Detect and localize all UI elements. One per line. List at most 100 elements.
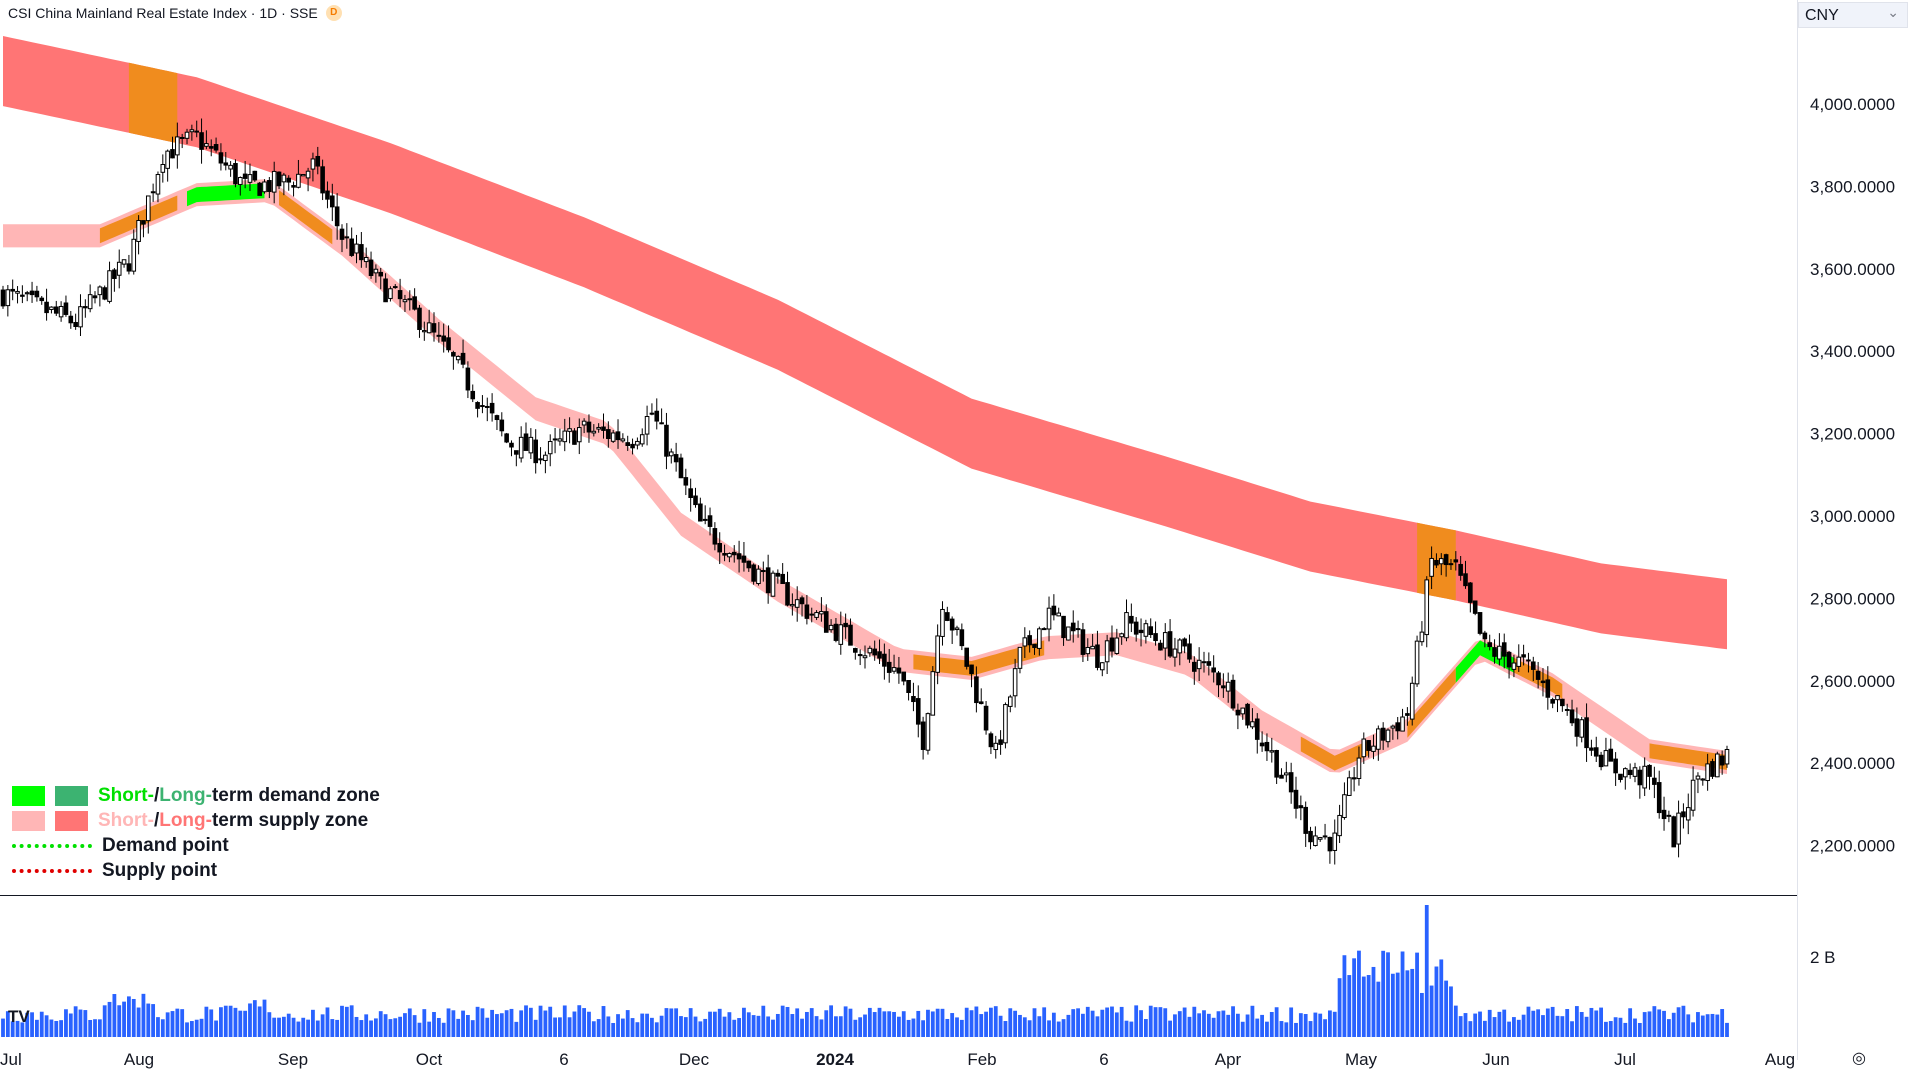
volume-bar [1279, 1021, 1284, 1037]
candle-body [1564, 708, 1570, 711]
volume-bar [916, 1010, 921, 1037]
volume-bar [514, 1021, 519, 1037]
candle-body [988, 733, 994, 748]
volume-bar [1114, 1012, 1119, 1037]
volume-bar [809, 1008, 814, 1037]
candle-body [1070, 622, 1076, 632]
candle-body [794, 599, 800, 608]
volume-bar [509, 1008, 514, 1037]
volume-bar [1134, 1005, 1139, 1037]
volume-bar [412, 1015, 417, 1037]
candle-body [688, 488, 693, 498]
volume-bar [243, 1010, 248, 1037]
volume-bar [1570, 1021, 1574, 1037]
volume-bar [160, 1019, 165, 1037]
volume-bar [97, 1019, 102, 1037]
volume-bar [1439, 959, 1444, 1037]
currency-selector[interactable]: CNY [1798, 0, 1908, 28]
candle-body [572, 430, 577, 445]
target-icon[interactable]: ◎ [1852, 1050, 1866, 1067]
volume-bar [1555, 1015, 1560, 1037]
volume-bar [451, 1010, 456, 1037]
volume-bar [446, 1008, 451, 1037]
candle-body [567, 428, 572, 432]
candle-body [1598, 754, 1604, 768]
x-tick-label: Jun [1482, 1050, 1509, 1069]
candle-body [649, 412, 655, 415]
volume-bar [1274, 1007, 1279, 1037]
volume-bar [44, 1015, 49, 1037]
candle-body [1250, 721, 1255, 728]
candle-body [1550, 699, 1555, 704]
volume-bar [1468, 1021, 1473, 1037]
volume-bar [1124, 1020, 1129, 1037]
candle-body [823, 611, 829, 633]
x-tick-label: Aug [124, 1050, 154, 1069]
volume-bar [117, 1005, 122, 1037]
candlestick-series [0, 118, 1730, 865]
volume-bar [1720, 1009, 1725, 1037]
candle-body [1041, 628, 1047, 631]
volume-bar [742, 1007, 746, 1037]
candle-body [911, 696, 916, 703]
volume-bar [1604, 1021, 1608, 1037]
candle-body [930, 671, 936, 716]
interval-badge[interactable]: D [325, 5, 342, 21]
volume-bar [1376, 981, 1381, 1037]
candle-body [659, 422, 664, 425]
volume-bar [756, 1015, 761, 1037]
candle-body [1666, 814, 1672, 817]
volume-bar [1691, 1022, 1696, 1037]
volume-bar [1357, 950, 1361, 1037]
volume-bar [393, 1018, 398, 1037]
volume-bar [693, 1016, 698, 1037]
volume-bar [1327, 1010, 1332, 1037]
candle-body [1129, 615, 1134, 624]
candle-body [1356, 757, 1362, 779]
volume-bar [330, 1019, 335, 1037]
candle-body [562, 430, 568, 443]
candle-body [441, 335, 446, 342]
volume-bar [548, 1006, 553, 1037]
volume-tick-label: 2 B [1810, 948, 1836, 967]
volume-bar [998, 1015, 1003, 1037]
volume-bar [373, 1018, 378, 1037]
candle-body [354, 243, 359, 254]
candle-body [257, 182, 262, 196]
candle-body [470, 390, 476, 400]
candle-body [886, 661, 892, 673]
candle-body [1099, 662, 1105, 671]
candle-body [833, 623, 839, 641]
volume-bar [1182, 1007, 1187, 1037]
volume-bar [1492, 1017, 1497, 1037]
candle-body [1453, 559, 1459, 563]
candle-body [175, 136, 180, 156]
volume-bar [88, 1019, 93, 1037]
candle-body [625, 442, 631, 447]
candle-body [1032, 643, 1037, 648]
y-tick-label: 3,800.0000 [1810, 177, 1895, 196]
volume-bar [650, 1017, 654, 1037]
candle-body [1623, 768, 1628, 778]
volume-bar [877, 1007, 882, 1037]
volume-bar [974, 1006, 979, 1037]
candle-body [1376, 728, 1381, 750]
candle-body [1051, 605, 1057, 616]
volume-bar [1715, 1014, 1720, 1037]
tradingview-logo[interactable]: TV [8, 1007, 30, 1026]
volume-bar [340, 1005, 344, 1037]
candle-body [1710, 761, 1715, 777]
candle-body [848, 624, 853, 646]
candle-body [925, 713, 931, 751]
volume-bar [102, 1005, 107, 1037]
volume-bar [1022, 1017, 1027, 1037]
candle-body [247, 174, 253, 183]
y-tick-label: 3,600.0000 [1810, 260, 1895, 279]
candle-body [1676, 812, 1681, 845]
volume-bar [771, 1019, 775, 1037]
x-tick-label: Jul [1614, 1050, 1636, 1069]
candle-body [126, 263, 132, 272]
candle-body [194, 130, 200, 133]
volume-bar [1173, 1014, 1177, 1037]
